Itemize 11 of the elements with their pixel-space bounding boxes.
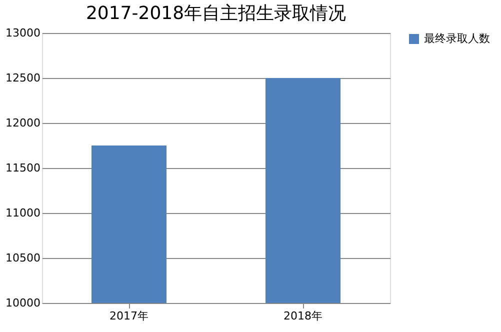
y-tick-label: 13000 bbox=[6, 26, 40, 40]
y-tick-label: 10000 bbox=[6, 296, 40, 310]
x-tick-label: 2018年 bbox=[284, 310, 322, 322]
y-tick-label: 11500 bbox=[6, 162, 40, 174]
y-tick-label: 10500 bbox=[6, 252, 40, 264]
y-tick-label: 12500 bbox=[6, 72, 40, 84]
y-tick-label: 12000 bbox=[6, 116, 40, 130]
legend-label: 最终录取人数 bbox=[424, 32, 490, 45]
y-tick-label: 11000 bbox=[6, 206, 40, 220]
x-tick-label: 2017年 bbox=[110, 310, 148, 322]
chart-title: 2017-2018年自主招生录取情况 bbox=[86, 3, 346, 24]
